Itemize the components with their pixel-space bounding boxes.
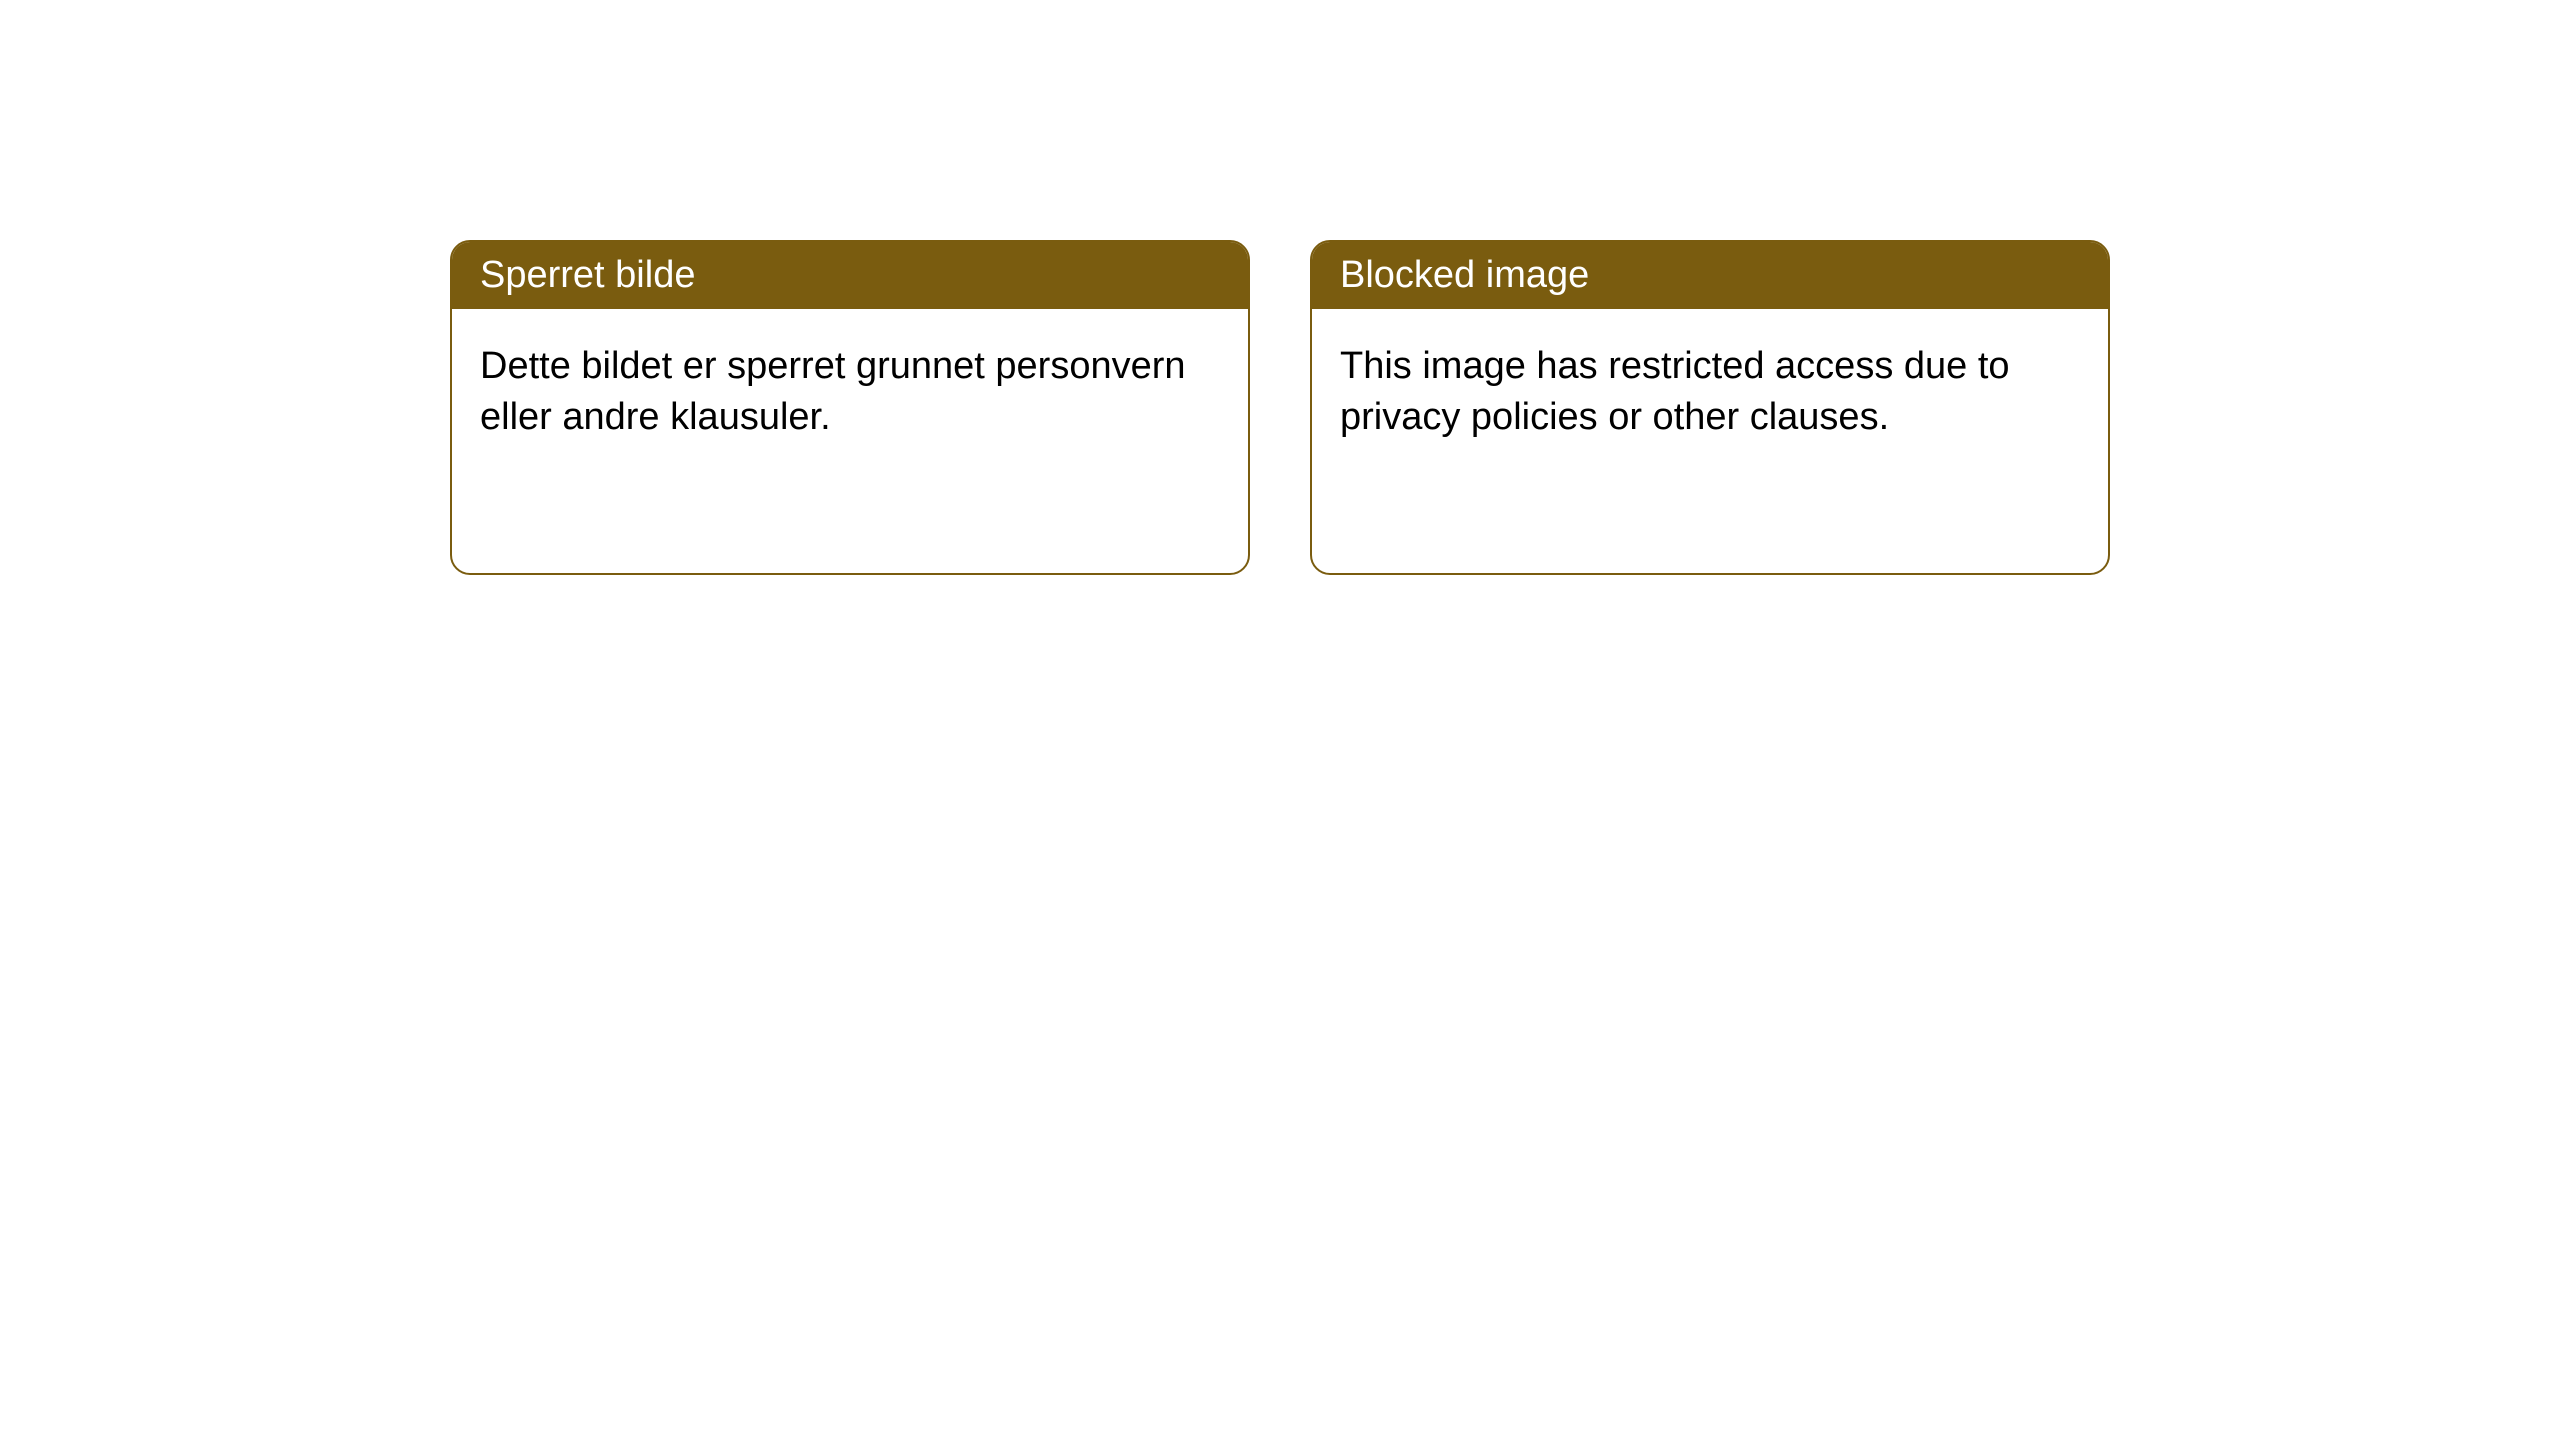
- notice-container: Sperret bilde Dette bildet er sperret gr…: [450, 240, 2110, 575]
- notice-text-norwegian: Dette bildet er sperret grunnet personve…: [480, 345, 1186, 438]
- notice-header-english: Blocked image: [1312, 242, 2108, 309]
- notice-text-english: This image has restricted access due to …: [1340, 345, 2010, 438]
- notice-header-norwegian: Sperret bilde: [452, 242, 1248, 309]
- notice-card-norwegian: Sperret bilde Dette bildet er sperret gr…: [450, 240, 1250, 575]
- notice-body-english: This image has restricted access due to …: [1312, 309, 2108, 476]
- notice-card-english: Blocked image This image has restricted …: [1310, 240, 2110, 575]
- notice-title-norwegian: Sperret bilde: [480, 254, 695, 296]
- notice-body-norwegian: Dette bildet er sperret grunnet personve…: [452, 309, 1248, 476]
- notice-title-english: Blocked image: [1340, 254, 1589, 296]
